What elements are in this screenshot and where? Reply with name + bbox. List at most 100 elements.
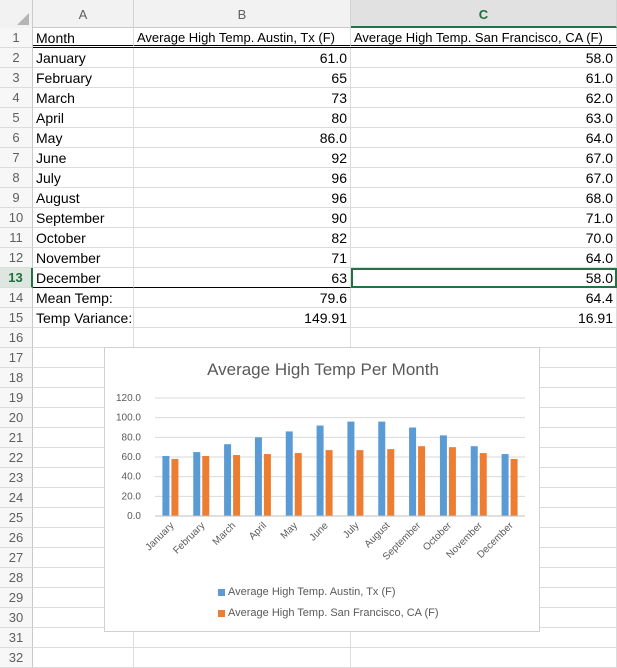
bar-san-francisco-april[interactable] [263, 454, 271, 516]
cell-b6[interactable]: 86.0 [134, 128, 351, 148]
row-header-22[interactable]: 22 [0, 448, 33, 468]
cell-c4[interactable]: 62.0 [351, 88, 617, 108]
bar-austin-april[interactable] [254, 437, 262, 516]
cell-b8[interactable]: 96 [134, 168, 351, 188]
select-all-corner[interactable] [0, 0, 33, 28]
cell-b11[interactable]: 82 [134, 228, 351, 248]
cell-c1[interactable]: Average High Temp. San Francisco, CA (F) [351, 28, 617, 48]
cell-a13[interactable]: December [33, 268, 134, 288]
row-header-30[interactable]: 30 [0, 608, 33, 628]
row-header-4[interactable]: 4 [0, 88, 33, 108]
column-header-a[interactable]: A [33, 0, 134, 28]
cell-c6[interactable]: 64.0 [351, 128, 617, 148]
bar-chart[interactable]: Average High Temp Per Month 120.0 100.0 80… [104, 347, 540, 632]
cell-c16[interactable] [351, 328, 617, 348]
bar-austin-august[interactable] [378, 421, 386, 516]
bar-austin-may[interactable] [285, 431, 293, 516]
row-header-10[interactable]: 10 [0, 208, 33, 228]
row-header-11[interactable]: 11 [0, 228, 33, 248]
row-header-5[interactable]: 5 [0, 108, 33, 128]
row-header-23[interactable]: 23 [0, 468, 33, 488]
cell-a6[interactable]: May [33, 128, 134, 148]
row-header-12[interactable]: 12 [0, 248, 33, 268]
cell-a5[interactable]: April [33, 108, 134, 128]
bar-austin-january[interactable] [162, 456, 170, 516]
cell-a4[interactable]: March [33, 88, 134, 108]
cell-a9[interactable]: August [33, 188, 134, 208]
row-header-27[interactable]: 27 [0, 548, 33, 568]
bar-austin-july[interactable] [347, 421, 355, 516]
cell-a10[interactable]: September [33, 208, 134, 228]
row-header-2[interactable]: 2 [0, 48, 33, 68]
cell-c15[interactable]: 16.91 [351, 308, 617, 328]
cell-c5[interactable]: 63.0 [351, 108, 617, 128]
bar-austin-june[interactable] [316, 425, 324, 516]
bar-san-francisco-june[interactable] [325, 450, 333, 516]
row-header-25[interactable]: 25 [0, 508, 33, 528]
cell-c13[interactable]: 58.0 [351, 268, 617, 288]
bar-san-francisco-august[interactable] [387, 449, 395, 516]
column-header-c[interactable]: C [351, 0, 617, 28]
row-header-7[interactable]: 7 [0, 148, 33, 168]
cell-a11[interactable]: October [33, 228, 134, 248]
bar-austin-september[interactable] [409, 427, 417, 517]
cell-b32[interactable] [134, 648, 351, 668]
cell-c12[interactable]: 64.0 [351, 248, 617, 268]
bar-san-francisco-january[interactable] [171, 458, 179, 516]
row-header-9[interactable]: 9 [0, 188, 33, 208]
bar-san-francisco-may[interactable] [294, 453, 302, 516]
row-header-13[interactable]: 13 [0, 268, 33, 288]
cell-b16[interactable] [134, 328, 351, 348]
row-header-15[interactable]: 15 [0, 308, 33, 328]
cell-b13[interactable]: 63 [134, 268, 351, 288]
row-header-6[interactable]: 6 [0, 128, 33, 148]
cell-b7[interactable]: 92 [134, 148, 351, 168]
cell-a16[interactable] [33, 328, 134, 348]
cell-a1[interactable]: Month [33, 28, 134, 48]
row-header-26[interactable]: 26 [0, 528, 33, 548]
row-header-19[interactable]: 19 [0, 388, 33, 408]
cell-b10[interactable]: 90 [134, 208, 351, 228]
bar-austin-december[interactable] [501, 454, 509, 516]
cell-c7[interactable]: 67.0 [351, 148, 617, 168]
cell-c3[interactable]: 61.0 [351, 68, 617, 88]
bar-san-francisco-november[interactable] [479, 453, 487, 516]
bar-san-francisco-september[interactable] [418, 446, 426, 516]
row-header-1[interactable]: 1 [0, 28, 33, 48]
cell-b15[interactable]: 149.91 [134, 308, 351, 328]
cell-b2[interactable]: 61.0 [134, 48, 351, 68]
cell-c8[interactable]: 67.0 [351, 168, 617, 188]
row-header-21[interactable]: 21 [0, 428, 33, 448]
bar-san-francisco-december[interactable] [510, 458, 518, 516]
cell-b3[interactable]: 65 [134, 68, 351, 88]
cell-b1[interactable]: Average High Temp. Austin, Tx (F) [134, 28, 351, 48]
cell-c9[interactable]: 68.0 [351, 188, 617, 208]
row-header-8[interactable]: 8 [0, 168, 33, 188]
bar-austin-february[interactable] [193, 452, 201, 516]
cell-b5[interactable]: 80 [134, 108, 351, 128]
cell-a2[interactable]: January [33, 48, 134, 68]
row-header-32[interactable]: 32 [0, 648, 33, 668]
cell-b14[interactable]: 79.6 [134, 288, 351, 308]
row-header-3[interactable]: 3 [0, 68, 33, 88]
cell-a7[interactable]: June [33, 148, 134, 168]
bar-san-francisco-march[interactable] [233, 455, 241, 516]
cell-c11[interactable]: 70.0 [351, 228, 617, 248]
cell-b4[interactable]: 73 [134, 88, 351, 108]
bar-san-francisco-february[interactable] [202, 456, 210, 516]
bar-san-francisco-october[interactable] [448, 447, 456, 516]
row-header-18[interactable]: 18 [0, 368, 33, 388]
row-header-20[interactable]: 20 [0, 408, 33, 428]
cell-a32[interactable] [33, 648, 134, 668]
cell-a14[interactable]: Mean Temp: [33, 288, 134, 308]
cell-a3[interactable]: February [33, 68, 134, 88]
cell-b9[interactable]: 96 [134, 188, 351, 208]
row-header-16[interactable]: 16 [0, 328, 33, 348]
row-header-14[interactable]: 14 [0, 288, 33, 308]
row-header-29[interactable]: 29 [0, 588, 33, 608]
column-header-b[interactable]: B [134, 0, 351, 28]
row-header-28[interactable]: 28 [0, 568, 33, 588]
row-header-24[interactable]: 24 [0, 488, 33, 508]
cell-b31[interactable] [134, 628, 351, 648]
